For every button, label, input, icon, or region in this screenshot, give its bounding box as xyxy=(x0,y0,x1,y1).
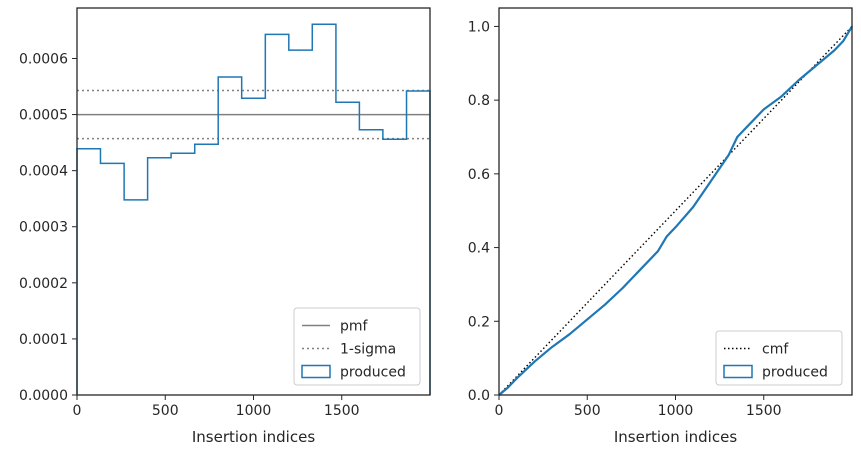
produced-point xyxy=(692,206,694,208)
produced-point xyxy=(674,226,677,229)
histogram-bin xyxy=(171,153,195,395)
produced-point xyxy=(736,136,739,138)
produced-point xyxy=(833,49,836,52)
legend-label-produced: produced xyxy=(340,365,406,381)
histogram-bin xyxy=(100,163,124,395)
produced-point xyxy=(745,126,747,129)
produced-point xyxy=(604,303,606,306)
produced-point xyxy=(657,250,659,253)
produced-point xyxy=(551,346,553,348)
y-tick-label: 0.0001 xyxy=(19,332,68,348)
y-tick-label: 0.4 xyxy=(468,241,490,257)
y-tick-label: 0.2 xyxy=(468,314,490,330)
histogram-bin xyxy=(218,77,241,395)
x-tick-label: 0 xyxy=(73,403,82,419)
histogram-bin xyxy=(265,34,288,395)
legend-swatch-produced xyxy=(301,364,331,379)
produced-point xyxy=(727,154,730,157)
x-tick-label: 1500 xyxy=(324,403,360,419)
produced-point xyxy=(710,180,712,183)
y-tick-label: 0.0005 xyxy=(19,108,68,124)
produced-point xyxy=(815,64,818,66)
y-tick-label: 0.0002 xyxy=(19,276,68,292)
x-axis-label: Insertion indices xyxy=(614,428,737,446)
legend-label-1-sigma: 1-sigma xyxy=(340,342,396,358)
produced-point xyxy=(762,108,765,111)
y-tick-label: 0.0 xyxy=(468,388,490,404)
produced-point xyxy=(515,377,518,380)
legend-label-pmf: pmf xyxy=(340,319,369,335)
produced-point xyxy=(533,361,536,363)
produced-point xyxy=(586,318,589,321)
produced-point xyxy=(842,40,844,42)
x-tick-label: 1000 xyxy=(658,403,694,419)
produced-point xyxy=(665,235,668,238)
y-tick-label: 0.8 xyxy=(468,93,490,109)
produced-histogram-outline xyxy=(76,23,431,395)
x-tick-label: 500 xyxy=(574,403,601,419)
legend-swatch-produced xyxy=(723,364,753,379)
cmf-line-panel: 0 500 1000 1500 0.0 0.2 0.4 0.6 0.8 1.0 Insertion … xyxy=(468,7,853,446)
produced-point xyxy=(568,333,571,335)
produced-point xyxy=(639,268,641,271)
y-tick-label: 0.0003 xyxy=(19,220,68,236)
y-tick-label: 0.6 xyxy=(468,167,490,183)
y-tick-label: 0.0004 xyxy=(19,164,68,180)
legend-label-cmf: cmf xyxy=(762,342,789,358)
produced-point xyxy=(798,79,800,81)
histogram-bin xyxy=(148,158,171,395)
x-axis-label: Insertion indices xyxy=(192,428,315,446)
y-tick-label: 0.0006 xyxy=(19,51,68,67)
histogram-bin xyxy=(242,98,266,395)
y-tick-label: 1.0 xyxy=(468,19,490,35)
y-tick-label: 0.0000 xyxy=(19,388,68,404)
produced-point xyxy=(507,386,509,389)
produced-point xyxy=(780,95,783,98)
histogram-bin xyxy=(77,149,100,395)
histogram-bin xyxy=(195,144,218,395)
x-tick-label: 1500 xyxy=(746,403,782,419)
legend-label-produced: produced xyxy=(762,365,828,381)
histogram-bin xyxy=(124,200,147,395)
cmf-line xyxy=(498,25,853,396)
pmf-histogram-panel: 0 500 1000 1500 0.0000 0.0001 0.0002 0.0003 0.00… xyxy=(19,7,431,446)
legend-box xyxy=(715,330,843,386)
x-tick-label: 0 xyxy=(495,403,504,419)
axes-frame xyxy=(498,7,853,396)
produced-point xyxy=(621,287,624,289)
x-tick-label: 500 xyxy=(152,403,179,419)
x-tick-label: 1000 xyxy=(236,403,272,419)
axes-frame xyxy=(76,7,431,396)
